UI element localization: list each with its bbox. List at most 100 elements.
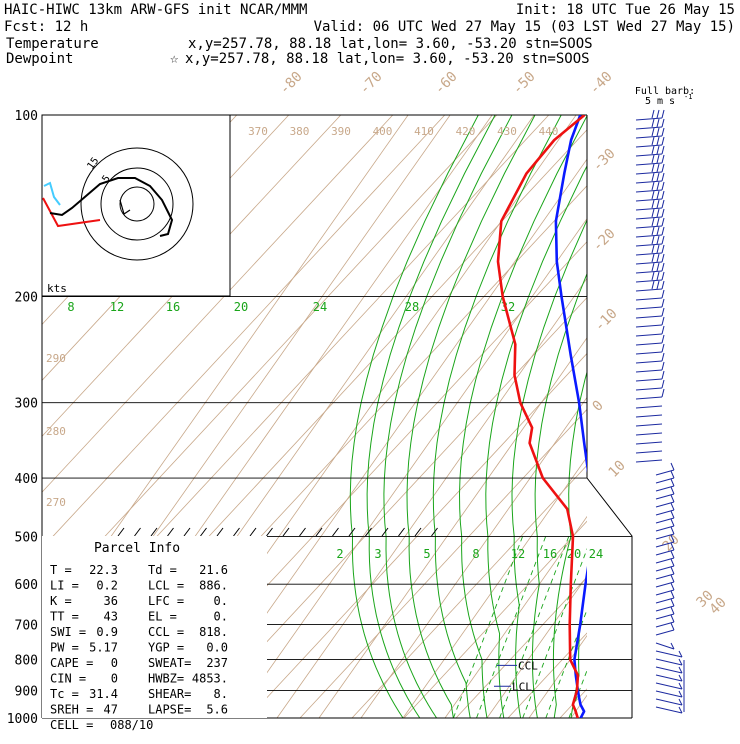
parcel-key: CCL =: [148, 625, 184, 639]
header-init: Init: 18 UTC Tue 26 May 15: [516, 2, 735, 18]
wind-barb: [655, 549, 675, 556]
wind-barb: [656, 145, 660, 155]
wind-barb: [661, 343, 665, 353]
pressure-label: 600: [15, 578, 38, 593]
wind-barb: [651, 262, 655, 272]
wind-barb: [655, 509, 675, 516]
wind-barb: [678, 666, 683, 674]
dry-adiabat-line: [195, 296, 587, 718]
barb-legend-line1: Full barb:: [635, 86, 695, 97]
wind-barb: [656, 163, 660, 173]
parcel-value: 31.4: [89, 687, 118, 701]
theta-label: 270: [46, 496, 66, 509]
wind-barb: [655, 674, 683, 682]
mixing-ratio-label: 3: [374, 547, 381, 561]
wind-barb: [655, 682, 683, 690]
mixing-ratio-label: 28: [405, 300, 419, 314]
parcel-value: 0.9: [96, 625, 118, 639]
parcel-value: 47: [104, 703, 118, 717]
mixing-ratio-label: 24: [589, 547, 603, 561]
hatch-mark: [282, 527, 290, 537]
wind-barb: [655, 589, 675, 596]
parcel-title: Parcel Info: [94, 541, 180, 556]
wind-barb: [661, 127, 665, 137]
mixing-ratio-label: 16: [166, 300, 180, 314]
wind-barb: [655, 533, 675, 540]
wind-barb: [656, 253, 660, 263]
wind-barb: [655, 597, 675, 604]
wind-barb: [651, 118, 655, 128]
parcel-key: K =: [50, 594, 72, 608]
pressure-label: 500: [15, 530, 38, 545]
wind-barb: [635, 171, 663, 175]
wind-barb: [670, 518, 675, 527]
wind-barb: [661, 271, 665, 281]
wind-barb: [661, 172, 665, 182]
wind-barbs: [635, 109, 685, 714]
wind-barb: [651, 271, 655, 281]
wind-barb: [651, 181, 655, 191]
wind-barb: [661, 316, 665, 326]
theta-label: 290: [46, 352, 66, 365]
wind-barb: [635, 126, 663, 130]
moist-adiabat-line: [655, 115, 740, 718]
isotherm-line: [276, 277, 587, 718]
wind-barb: [655, 629, 675, 636]
mixing-ratio-label: 16: [543, 547, 557, 561]
lcl-label: LCL: [512, 680, 532, 693]
wind-barb: [670, 494, 675, 503]
mixing-ratio-label: 8: [472, 547, 479, 561]
wind-barb: [651, 136, 655, 146]
hatch-mark: [365, 527, 372, 537]
dry-adiabat-line: [664, 115, 740, 718]
dry-adiabat-line: [612, 115, 740, 718]
parcel-key: Tc =: [50, 687, 79, 701]
wind-barb: [655, 658, 683, 666]
wind-barb: [655, 581, 675, 588]
wind-barb: [635, 342, 663, 346]
parcel-key: SREH =: [50, 703, 93, 717]
pressure-label: 300: [15, 397, 38, 412]
wind-barb: [656, 127, 660, 137]
hatch-mark: [134, 527, 141, 537]
wind-barb: [678, 650, 683, 658]
hatch-mark: [381, 527, 389, 537]
wind-barb: [656, 118, 660, 128]
wind-barb: [656, 181, 660, 191]
hatch-mark: [431, 527, 438, 537]
wind-barb: [670, 574, 675, 583]
parcel-value: 0.0: [206, 641, 228, 655]
pressure-label: 700: [15, 619, 38, 634]
wind-barb: [661, 370, 665, 380]
moist-adiabat-line: [605, 115, 740, 718]
moist-adiabat-line: [458, 115, 587, 718]
wind-barb: [635, 234, 663, 238]
frame-right-lower: [586, 477, 633, 718]
wind-barb: [655, 541, 675, 548]
hatch-mark: [200, 527, 207, 537]
wind-barb: [655, 557, 675, 564]
wind-barb: [655, 690, 683, 698]
parcel-key: LI =: [50, 579, 79, 593]
parcel-key: Td =: [148, 563, 177, 577]
isotherm-line: [486, 575, 587, 718]
hodograph-ring: [119, 186, 155, 222]
wind-barb: [670, 614, 675, 623]
wind-barb: [635, 405, 663, 409]
wind-barb: [656, 217, 660, 227]
moist-adiabat-line: [383, 115, 513, 718]
wind-barb: [670, 510, 675, 519]
wind-barb: [678, 698, 683, 706]
wind-barb: [670, 598, 675, 607]
parcel-value: 237: [206, 656, 228, 670]
dry-adiabat-line: [455, 576, 587, 718]
parcel-key: YGP =: [148, 641, 184, 655]
theta-label: 430: [497, 125, 517, 138]
wind-barb: [635, 261, 663, 265]
wind-barb: [655, 477, 675, 484]
isotherm-line: [570, 694, 587, 718]
wind-barb: [655, 666, 683, 674]
wind-barb: [635, 162, 663, 166]
wind-barb: [635, 333, 663, 337]
isotherm-label: -40: [587, 69, 616, 98]
